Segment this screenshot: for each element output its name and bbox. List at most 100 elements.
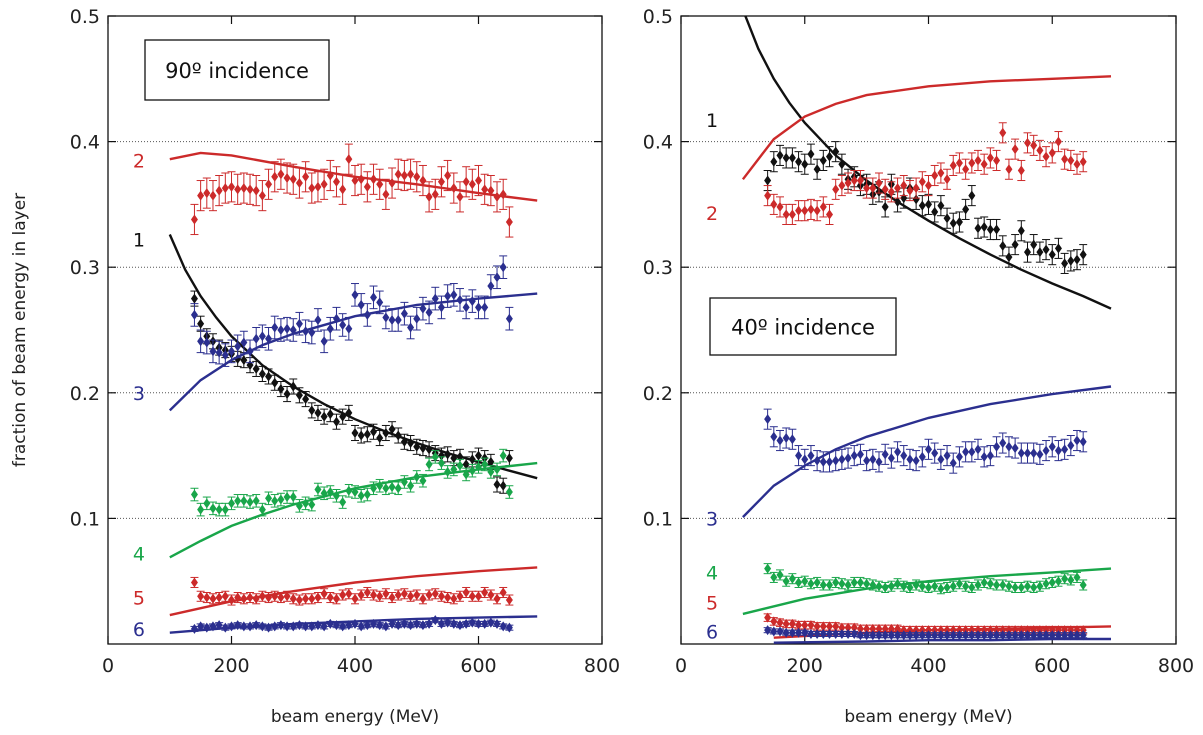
data-point bbox=[221, 504, 229, 515]
data-point bbox=[505, 595, 513, 606]
data-point bbox=[918, 451, 926, 462]
data-point bbox=[277, 325, 285, 335]
data-point bbox=[419, 303, 427, 314]
model-curve bbox=[741, 75, 1112, 181]
data-point bbox=[190, 309, 198, 320]
data-point bbox=[388, 618, 396, 629]
incidence-label: 40º incidence bbox=[731, 316, 875, 340]
data-point bbox=[826, 579, 833, 590]
data-point bbox=[339, 497, 347, 508]
data-point bbox=[499, 621, 507, 632]
data-point bbox=[993, 441, 1001, 452]
data-point bbox=[955, 578, 963, 589]
data-point bbox=[925, 444, 932, 455]
data-point bbox=[283, 492, 291, 503]
data-point bbox=[197, 591, 205, 602]
data-point bbox=[850, 622, 858, 633]
data-point bbox=[906, 630, 914, 641]
data-point bbox=[1030, 448, 1038, 459]
data-point bbox=[838, 628, 846, 639]
data-point bbox=[444, 617, 452, 628]
y-tick-label: 0.4 bbox=[643, 132, 673, 154]
data-point bbox=[993, 155, 1001, 166]
data-point bbox=[190, 293, 198, 304]
data-point bbox=[912, 183, 920, 194]
data-point bbox=[203, 337, 211, 348]
x-tick-label: 0 bbox=[675, 655, 687, 677]
data-point bbox=[302, 498, 310, 509]
data-point bbox=[1011, 630, 1019, 641]
data-point bbox=[302, 621, 310, 632]
series-1 bbox=[744, 16, 1112, 310]
x-tick-label: 200 bbox=[787, 655, 823, 677]
data-point bbox=[863, 630, 871, 641]
data-point bbox=[351, 487, 359, 498]
data-point bbox=[974, 630, 982, 641]
y-tick-label: 0.5 bbox=[643, 6, 673, 28]
data-point bbox=[394, 314, 402, 325]
data-point bbox=[887, 186, 895, 197]
data-point bbox=[258, 621, 266, 632]
data-point bbox=[308, 405, 316, 416]
data-point bbox=[788, 152, 796, 163]
data-point bbox=[240, 355, 248, 366]
data-point bbox=[308, 327, 316, 338]
data-point bbox=[499, 450, 507, 461]
data-point bbox=[1024, 630, 1031, 641]
data-point bbox=[462, 176, 470, 187]
curve-label: 6 bbox=[133, 619, 145, 641]
data-point bbox=[1030, 630, 1038, 641]
y-tick-label: 0.3 bbox=[70, 257, 100, 279]
data-point bbox=[826, 628, 833, 639]
data-point bbox=[764, 612, 772, 623]
data-point bbox=[986, 224, 994, 235]
data-point bbox=[468, 296, 476, 307]
data-point bbox=[764, 625, 772, 636]
data-point bbox=[481, 184, 489, 195]
data-point bbox=[1036, 581, 1044, 592]
data-point bbox=[912, 630, 920, 641]
data-point bbox=[499, 480, 507, 491]
data-point bbox=[456, 460, 464, 471]
data-point bbox=[289, 492, 297, 503]
data-point bbox=[351, 289, 359, 300]
data-point bbox=[394, 430, 402, 441]
data-point bbox=[363, 429, 371, 440]
data-point bbox=[413, 590, 421, 601]
data-point bbox=[782, 618, 790, 629]
data-point bbox=[221, 350, 229, 361]
data-point bbox=[258, 368, 266, 379]
data-point bbox=[1011, 144, 1019, 155]
data-point bbox=[302, 593, 310, 604]
data-point bbox=[351, 427, 359, 438]
data-point bbox=[326, 323, 334, 334]
data-point bbox=[782, 433, 790, 444]
data-point bbox=[425, 191, 433, 202]
curve-label: 1 bbox=[706, 110, 718, 132]
data-point bbox=[813, 621, 821, 632]
data-point bbox=[1042, 151, 1050, 162]
data-point bbox=[475, 461, 482, 472]
data-point bbox=[838, 159, 846, 170]
data-point bbox=[425, 444, 433, 455]
data-point bbox=[863, 578, 871, 589]
data-point bbox=[993, 579, 1001, 590]
x-axis-title: beam energy (MeV) bbox=[844, 707, 1012, 727]
data-point bbox=[875, 630, 883, 641]
data-point bbox=[228, 621, 235, 632]
series-3 bbox=[742, 385, 1112, 518]
data-point bbox=[863, 623, 871, 634]
data-point bbox=[407, 438, 415, 449]
data-point bbox=[844, 178, 852, 189]
data-point bbox=[788, 627, 796, 638]
data-point bbox=[308, 593, 316, 604]
data-point bbox=[1067, 255, 1075, 266]
data-point bbox=[788, 573, 796, 584]
data-point bbox=[462, 459, 470, 470]
data-point bbox=[900, 581, 908, 592]
data-point bbox=[887, 630, 895, 641]
data-point bbox=[215, 347, 223, 358]
data-point bbox=[450, 464, 458, 475]
data-point bbox=[444, 449, 452, 460]
data-point bbox=[444, 466, 452, 477]
